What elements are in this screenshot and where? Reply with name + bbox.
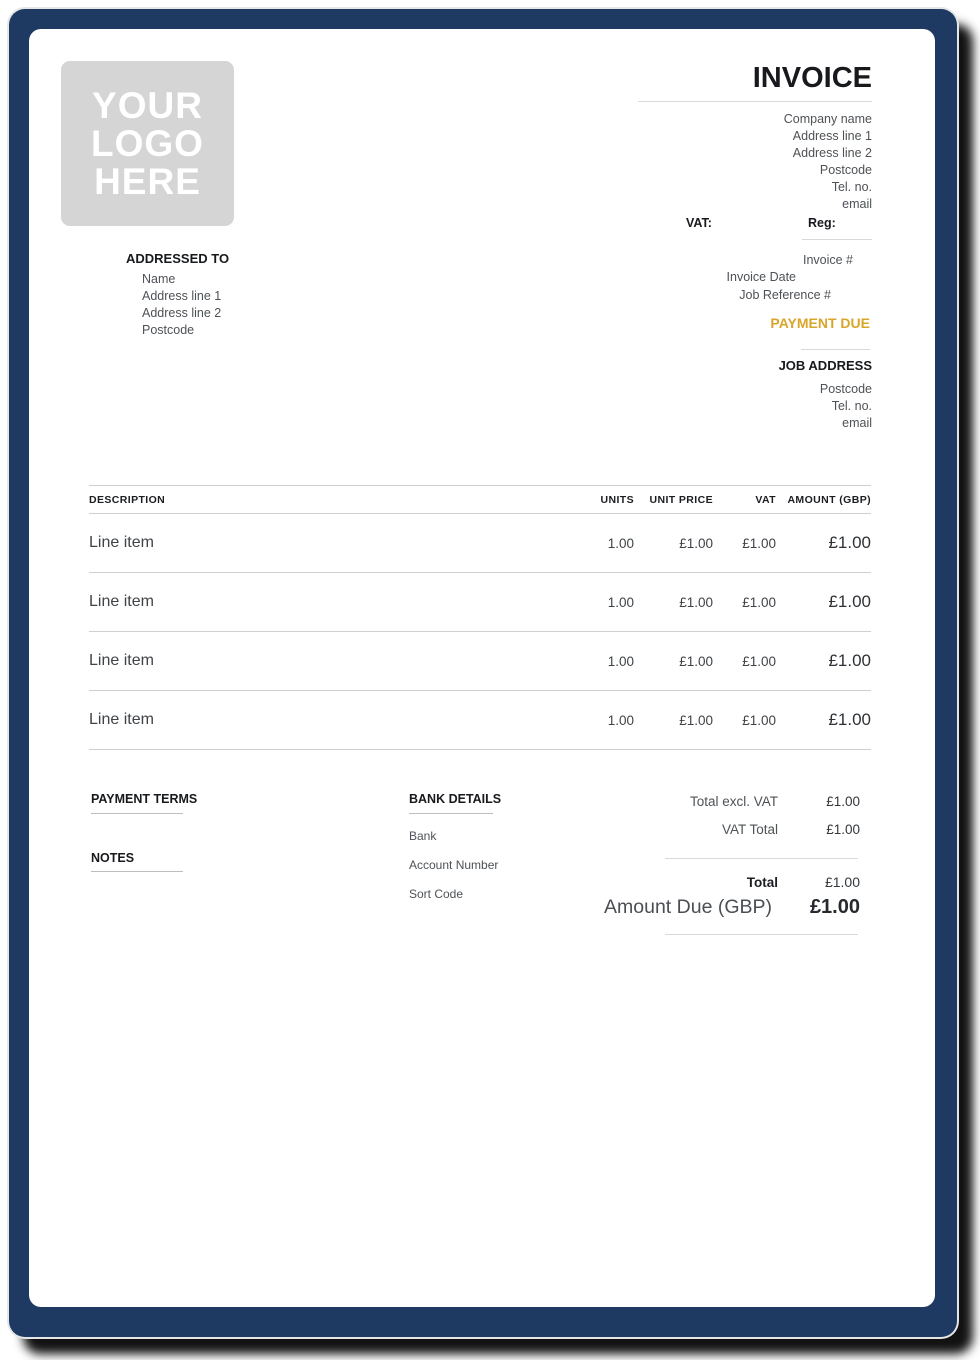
total-value: £1.00 — [824, 874, 860, 890]
total-excl-vat-row: Total excl. VAT £1.00 — [690, 794, 860, 809]
notes-heading: NOTES — [91, 851, 135, 865]
totals-section: Total excl. VAT £1.00 VAT Total £1.00 To… — [570, 792, 860, 942]
invoice-number-label: Invoice # — [802, 253, 853, 267]
company-email: email — [842, 197, 872, 211]
job-postcode: Postcode — [819, 382, 872, 396]
company-name: Company name — [783, 112, 872, 126]
column-header-description: DESCRIPTION — [89, 493, 166, 506]
recipient-postcode: Postcode — [142, 323, 195, 337]
logo-text: YOUR LOGO HERE — [91, 84, 204, 202]
item-unit-price: £1.00 — [679, 712, 713, 728]
item-description: Line item — [89, 593, 154, 610]
payment-due-underline — [801, 349, 870, 350]
table-row: Line item 1.00 £1.00 £1.00 £1.00 — [89, 573, 871, 632]
column-header-unit-price: UNIT PRICE — [649, 493, 713, 506]
job-reference-label: Job Reference # — [739, 288, 831, 302]
amount-due-row: Amount Due (GBP) £1.00 — [604, 896, 860, 919]
item-amount: £1.00 — [828, 592, 871, 611]
total-excl-vat-value: £1.00 — [826, 794, 860, 809]
job-address-lines: Postcode Tel. no. email — [820, 381, 872, 432]
company-address-line-1: Address line 1 — [792, 129, 872, 143]
reg-underline — [802, 239, 872, 240]
item-description: Line item — [89, 534, 154, 551]
recipient-address-line-1: Address line 1 — [142, 289, 222, 303]
totals-divider — [665, 858, 858, 859]
job-email: email — [842, 416, 872, 430]
item-units: 1.00 — [607, 535, 634, 551]
vat-total-value: £1.00 — [826, 822, 860, 837]
payment-terms-heading: PAYMENT TERMS — [91, 792, 198, 806]
invoice-frame: YOUR LOGO HERE INVOICE Company name Addr… — [9, 9, 957, 1337]
table-row: Line item 1.00 £1.00 £1.00 £1.00 — [89, 632, 871, 691]
item-amount: £1.00 — [828, 651, 871, 670]
job-telephone: Tel. no. — [831, 399, 872, 413]
addressed-to-heading: ADDRESSED TO — [126, 251, 230, 266]
total-excl-vat-label: Total excl. VAT — [689, 794, 778, 809]
bank-details-heading: BANK DETAILS — [409, 792, 502, 806]
recipient-name: Name — [142, 272, 176, 286]
recipient-address-line-2: Address line 2 — [142, 306, 222, 320]
invoice-date-label: Invoice Date — [726, 270, 796, 284]
company-address-line-2: Address line 2 — [792, 146, 872, 160]
item-units: 1.00 — [607, 653, 634, 669]
vat-total-label: VAT Total — [721, 822, 778, 837]
item-vat: £1.00 — [742, 712, 776, 728]
title-divider — [638, 101, 872, 102]
logo-line: LOGO — [91, 122, 204, 164]
item-units: 1.00 — [607, 712, 634, 728]
vat-total-row: VAT Total £1.00 — [722, 822, 860, 837]
company-info: Company name Address line 1 Address line… — [784, 111, 872, 213]
column-header-vat: VAT — [755, 493, 776, 506]
column-header-units: UNITS — [600, 493, 634, 506]
item-description: Line item — [89, 652, 154, 669]
item-vat: £1.00 — [742, 653, 776, 669]
account-number-label: Account Number — [409, 858, 499, 872]
job-address-heading: JOB ADDRESS — [778, 358, 872, 373]
logo-line: HERE — [94, 160, 201, 202]
reg-label: Reg: — [808, 216, 836, 230]
logo-line: YOUR — [92, 84, 203, 126]
addressed-to-lines: Name Address line 1 Address line 2 Postc… — [142, 271, 221, 339]
table-row: Line item 1.00 £1.00 £1.00 £1.00 — [89, 514, 871, 573]
item-unit-price: £1.00 — [679, 594, 713, 610]
total-label: Total — [746, 875, 778, 890]
payment-due-label: PAYMENT DUE — [770, 315, 870, 331]
amount-due-label: Amount Due (GBP) — [604, 896, 772, 918]
item-units: 1.00 — [607, 594, 634, 610]
table-row: Line item 1.00 £1.00 £1.00 £1.00 — [89, 691, 871, 750]
item-vat: £1.00 — [742, 594, 776, 610]
invoice-page: YOUR LOGO HERE INVOICE Company name Addr… — [29, 29, 935, 1307]
amount-due-value: £1.00 — [809, 896, 860, 918]
column-header-amount: AMOUNT (GBP) — [787, 493, 871, 506]
line-items-table: DESCRIPTION UNITS UNIT PRICE VAT AMOUNT … — [89, 485, 871, 750]
bank-name-label: Bank — [409, 829, 437, 843]
item-unit-price: £1.00 — [679, 653, 713, 669]
item-amount: £1.00 — [828, 533, 871, 552]
payment-terms-underline — [91, 813, 183, 814]
item-description: Line item — [89, 711, 154, 728]
notes-underline — [91, 871, 183, 872]
item-vat: £1.00 — [742, 535, 776, 551]
company-telephone: Tel. no. — [831, 180, 872, 194]
bank-details-underline — [409, 813, 493, 814]
sort-code-label: Sort Code — [409, 887, 464, 901]
logo-placeholder: YOUR LOGO HERE — [61, 61, 234, 226]
bank-details-lines: Bank Account Number Sort Code — [409, 822, 498, 909]
invoice-title: INVOICE — [752, 62, 872, 94]
company-postcode: Postcode — [819, 163, 872, 177]
amount-due-divider — [665, 934, 858, 935]
vat-label: VAT: — [686, 216, 712, 230]
total-row: Total £1.00 — [747, 874, 860, 890]
table-header-row: DESCRIPTION UNITS UNIT PRICE VAT AMOUNT … — [89, 485, 871, 514]
item-unit-price: £1.00 — [679, 535, 713, 551]
item-amount: £1.00 — [828, 710, 871, 729]
